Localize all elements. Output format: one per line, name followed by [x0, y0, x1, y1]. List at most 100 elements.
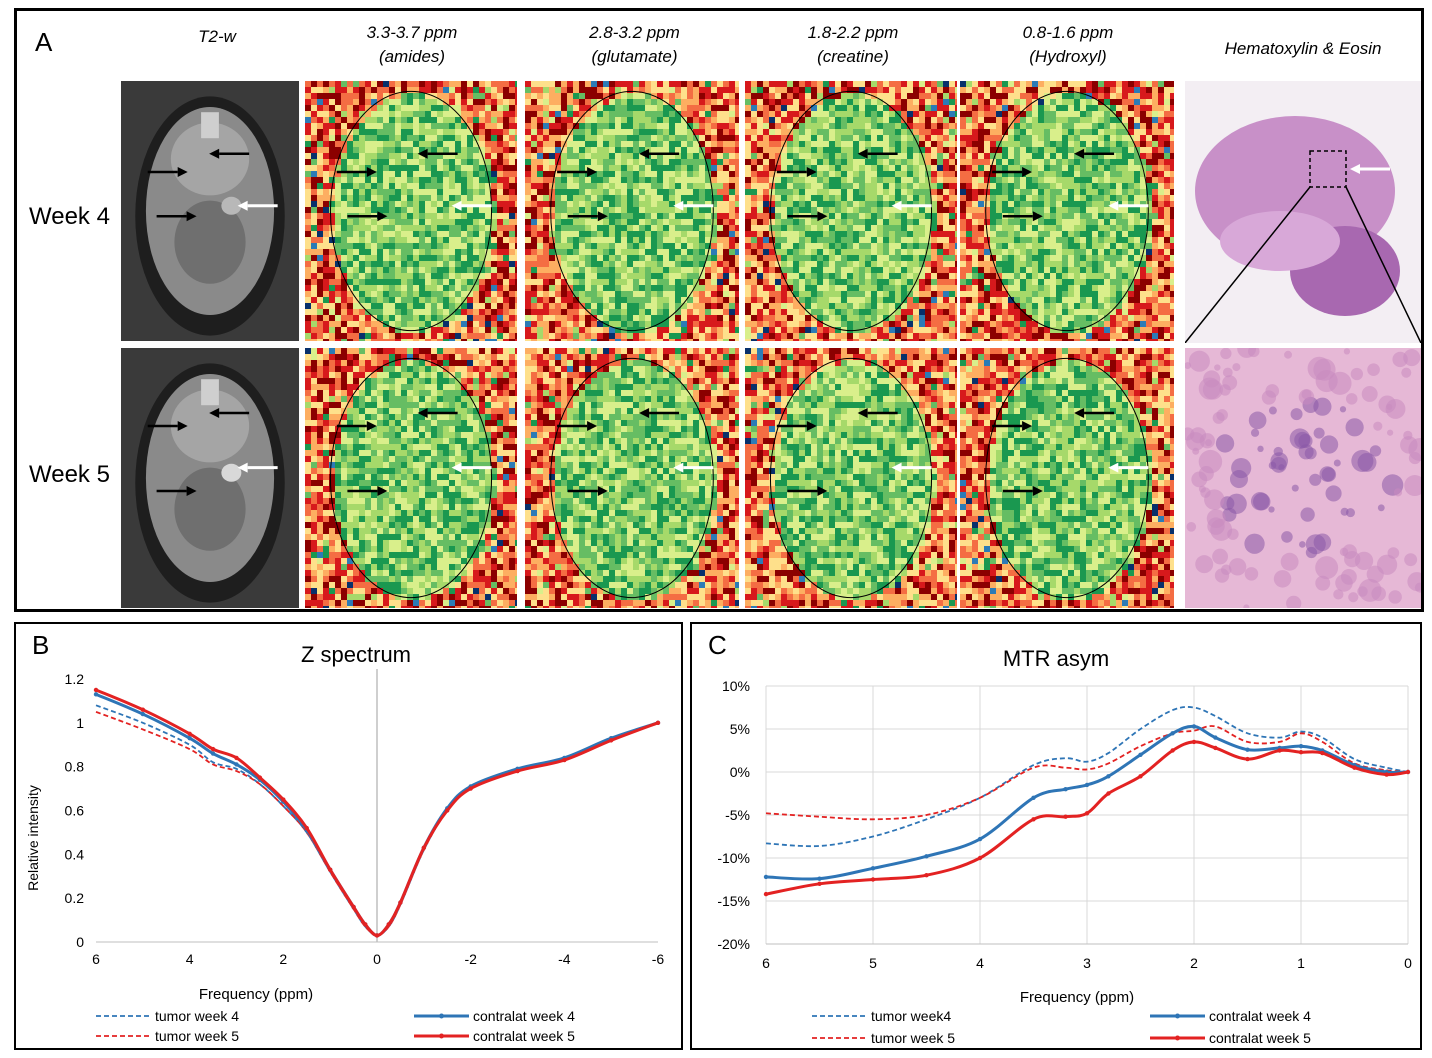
- legend-label: tumor week4: [871, 1008, 951, 1024]
- y-tick-label: 5%: [730, 721, 750, 737]
- x-tick-label: 4: [186, 951, 194, 967]
- y-tick-label: 1.2: [65, 671, 85, 687]
- x-tick-label: 6: [92, 951, 100, 967]
- y-tick-label: 0: [76, 934, 84, 950]
- data-point: [257, 775, 263, 780]
- x-tick-label: 2: [1190, 955, 1198, 971]
- arrow-icon: [1002, 486, 1043, 496]
- arrow-icon: [347, 486, 388, 496]
- mtr-asym-chart: MTR asym Frequency (ppm) 6 5 4 3 2 1 0 -20% -15%…: [717, 646, 1412, 1046]
- col-header-line2: (creatine): [817, 47, 889, 66]
- legend-label: tumor week 5: [155, 1028, 239, 1044]
- x-axis-label: Frequency (ppm): [1020, 989, 1134, 1006]
- data-point: [817, 881, 822, 886]
- data-point: [1384, 772, 1389, 777]
- arrow-icon: [992, 167, 1033, 177]
- data-point: [374, 933, 380, 938]
- x-tick-label: 1: [1297, 955, 1305, 971]
- y-tick-label: -15%: [717, 893, 750, 909]
- data-point: [140, 707, 146, 712]
- data-point: [421, 845, 427, 850]
- legend-label: contralat week 4: [473, 1008, 575, 1024]
- y-axis-label: Relative intensity: [25, 785, 41, 891]
- arrow-icon: [156, 486, 197, 496]
- arrow-icon: [209, 408, 250, 418]
- z-spectrum-chart: Z spectrum Frequency (ppm) Relative inte…: [25, 642, 665, 1044]
- series-line-tumor-week-5: [765, 725, 1409, 821]
- arrow-icon: [209, 148, 250, 159]
- arrow-icon: [639, 148, 680, 159]
- legend-label: contralat week 5: [473, 1028, 575, 1044]
- data-point: [977, 855, 983, 861]
- col-header-line1: 3.3-3.7 ppm: [366, 23, 458, 42]
- data-point: [1298, 744, 1304, 749]
- y-tick-label: -5%: [725, 807, 750, 823]
- y-tick-label: 0%: [730, 764, 750, 780]
- legend-item: tumor week 4: [96, 1008, 239, 1024]
- data-point: [1138, 774, 1143, 779]
- chart-title: MTR asym: [1003, 646, 1109, 671]
- data-point: [1063, 814, 1068, 819]
- col-header-amides: 3.3-3.7 ppm (amides): [307, 21, 517, 69]
- col-header-creatine: 1.8-2.2 ppm (creatine): [747, 21, 959, 69]
- data-point: [1170, 731, 1175, 736]
- col-header-hydroxyl: 0.8-1.6 ppm (Hydroxyl): [962, 21, 1174, 69]
- data-point: [304, 825, 309, 831]
- legend-item: contralat week 5: [414, 1028, 575, 1044]
- y-tick-label: 10%: [722, 678, 750, 694]
- data-point: [1106, 791, 1111, 796]
- arrow-icon: [557, 167, 598, 177]
- cest-map-image: [745, 81, 957, 341]
- data-point: [1245, 747, 1250, 752]
- arrow-icon: [639, 408, 680, 418]
- x-tick-label: 0: [373, 951, 381, 967]
- x-tick-label: 3: [1083, 955, 1091, 971]
- panel-c: C MTR asym Frequency (ppm) 6 5 4 3 2 1 0 -20% -1…: [690, 622, 1422, 1050]
- data-point: [1298, 750, 1304, 755]
- data-point: [1063, 787, 1068, 792]
- data-point: [93, 692, 99, 697]
- col-header-line2: (glutamate): [591, 47, 678, 66]
- arrow-icon: [992, 421, 1033, 431]
- series-line-tumor-week4: [765, 706, 1409, 848]
- arrow-icon: [417, 408, 458, 418]
- white-arrow-icon: [891, 200, 932, 211]
- x-tick-label: 6: [762, 955, 770, 971]
- data-point: [468, 786, 473, 791]
- data-point: [562, 757, 567, 763]
- arrow-icon: [567, 486, 608, 496]
- x-tick-label: -6: [652, 951, 665, 967]
- white-arrow-icon: [891, 462, 932, 473]
- x-tick-label: 5: [869, 955, 877, 971]
- data-point: [281, 797, 286, 802]
- arrow-icon: [1074, 408, 1115, 418]
- panel-c-letter: C: [708, 630, 727, 660]
- arrow-icon: [1074, 148, 1115, 159]
- col-header-line1: 1.8-2.2 ppm: [807, 23, 899, 42]
- arrow-icon: [1002, 211, 1043, 222]
- data-point: [1277, 748, 1282, 753]
- data-point: [140, 711, 146, 717]
- data-point: [924, 873, 929, 878]
- x-tick-label: 0: [1404, 955, 1412, 971]
- col-header-line2: (amides): [378, 47, 446, 66]
- data-point: [870, 866, 876, 871]
- col-header-line1: Hematoxylin & Eosin: [1224, 39, 1382, 58]
- arrow-icon: [336, 167, 377, 177]
- arrow-icon: [787, 211, 828, 222]
- data-point: [210, 751, 216, 756]
- data-point: [351, 904, 356, 910]
- y-tick-label: 0.2: [65, 890, 85, 906]
- data-point: [187, 735, 192, 741]
- data-point: [187, 731, 192, 736]
- data-point: [1031, 817, 1036, 822]
- row-label-week5: Week 5: [29, 461, 110, 488]
- data-point: [1031, 795, 1036, 800]
- legend-label: contralat week 5: [1209, 1030, 1311, 1046]
- legend-item: tumor week 5: [812, 1030, 955, 1046]
- series-line-contralat-week-5: [765, 740, 1409, 896]
- panel-b-letter: B: [32, 630, 50, 660]
- data-point: [608, 738, 614, 743]
- data-point: [93, 687, 99, 693]
- legend-label: tumor week 4: [155, 1008, 239, 1024]
